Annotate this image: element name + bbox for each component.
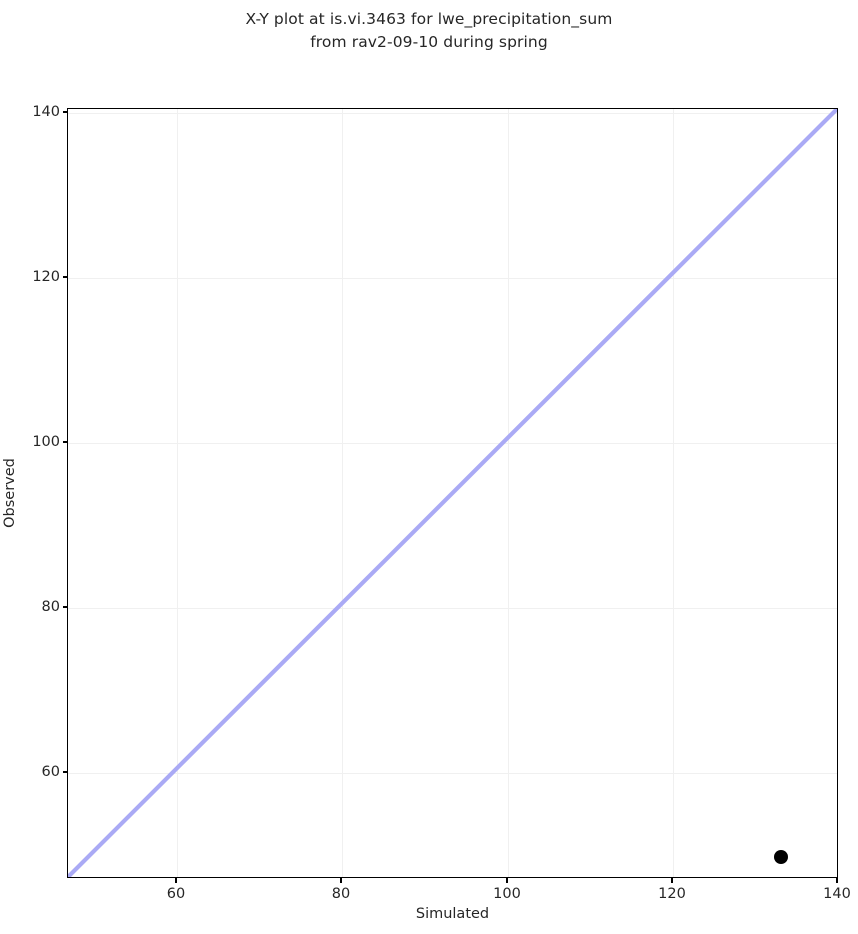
x-tick-label: 80: [331, 886, 351, 902]
gridline-horizontal: [68, 608, 837, 609]
y-tick-label: 120: [32, 269, 60, 285]
x-tick-label: 140: [823, 886, 851, 902]
y-tick-label: 80: [41, 599, 60, 615]
gridline-vertical: [342, 109, 343, 877]
x-tick-mark: [836, 878, 838, 883]
x-tick-mark: [175, 878, 177, 883]
y-tick-mark: [62, 771, 67, 773]
gridline-horizontal: [68, 113, 837, 114]
x-tick-label: 120: [658, 886, 686, 902]
chart-title: X-Y plot at is.vi.3463 for lwe_precipita…: [245, 10, 613, 51]
gridline-horizontal: [68, 443, 837, 444]
gridline-horizontal: [68, 773, 837, 774]
x-tick-label: 100: [493, 886, 521, 902]
y-tick-label: 100: [32, 434, 60, 450]
identity-line: [68, 109, 837, 877]
x-axis-label: Simulated: [415, 906, 490, 922]
gridline-vertical: [508, 109, 509, 877]
data-layer: [68, 109, 837, 877]
x-tick-mark: [506, 878, 508, 883]
y-tick-label: 140: [32, 104, 60, 120]
y-tick-mark: [62, 606, 67, 608]
y-tick-mark: [62, 441, 67, 443]
data-point[interactable]: [774, 850, 788, 864]
plot-area: [67, 108, 838, 878]
gridlines: [68, 109, 837, 877]
y-tick-label: 60: [41, 764, 60, 780]
gridline-vertical: [673, 109, 674, 877]
gridline-vertical: [177, 109, 178, 877]
x-tick-label: 60: [166, 886, 186, 902]
x-tick-mark: [671, 878, 673, 883]
gridline-horizontal: [68, 278, 837, 279]
x-tick-mark: [340, 878, 342, 883]
y-tick-mark: [62, 276, 67, 278]
y-axis-label: Observed: [2, 458, 18, 528]
y-tick-mark: [62, 111, 67, 113]
